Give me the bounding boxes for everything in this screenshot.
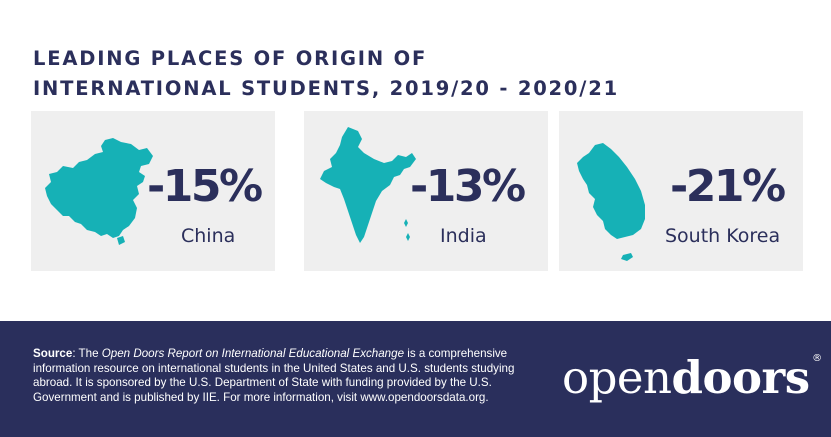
india-map-icon	[320, 127, 416, 243]
south-korea-map-icon	[577, 143, 645, 261]
logo-open: open	[562, 351, 672, 404]
card-china: -15% China	[31, 111, 275, 271]
logo-doors: doors	[671, 351, 811, 404]
title-line-2: INTERNATIONAL STUDENTS, 2019/20 - 2020/2…	[33, 77, 619, 100]
source-note: Source: The Open Doors Report on Interna…	[33, 347, 553, 405]
title-line-1: LEADING PLACES OF ORIGIN OF	[33, 47, 428, 70]
registered-mark: ®	[812, 353, 822, 364]
china-map-icon	[45, 138, 153, 245]
source-label: Source	[33, 347, 73, 360]
card-south-korea: -21% South Korea	[559, 111, 803, 271]
source-prefix: : The	[72, 347, 102, 360]
page-title: LEADING PLACES OF ORIGIN OF INTERNATIONA…	[33, 44, 793, 104]
country-name-south-korea: South Korea	[665, 225, 781, 247]
card-india: -13% India	[304, 111, 548, 271]
report-title: Open Doors Report on International Educa…	[101, 347, 405, 360]
percent-change-china: -15%	[147, 161, 263, 212]
percent-change-south-korea: -21%	[670, 161, 786, 212]
source-text: is a comprehensive information resource …	[33, 347, 515, 404]
country-name-china: China	[181, 225, 236, 247]
footer: Source: The Open Doors Report on Interna…	[0, 321, 831, 437]
opendoors-logo: opendoors ®	[562, 348, 822, 408]
percent-change-india: -13%	[410, 161, 526, 212]
country-name-india: India	[440, 225, 487, 247]
